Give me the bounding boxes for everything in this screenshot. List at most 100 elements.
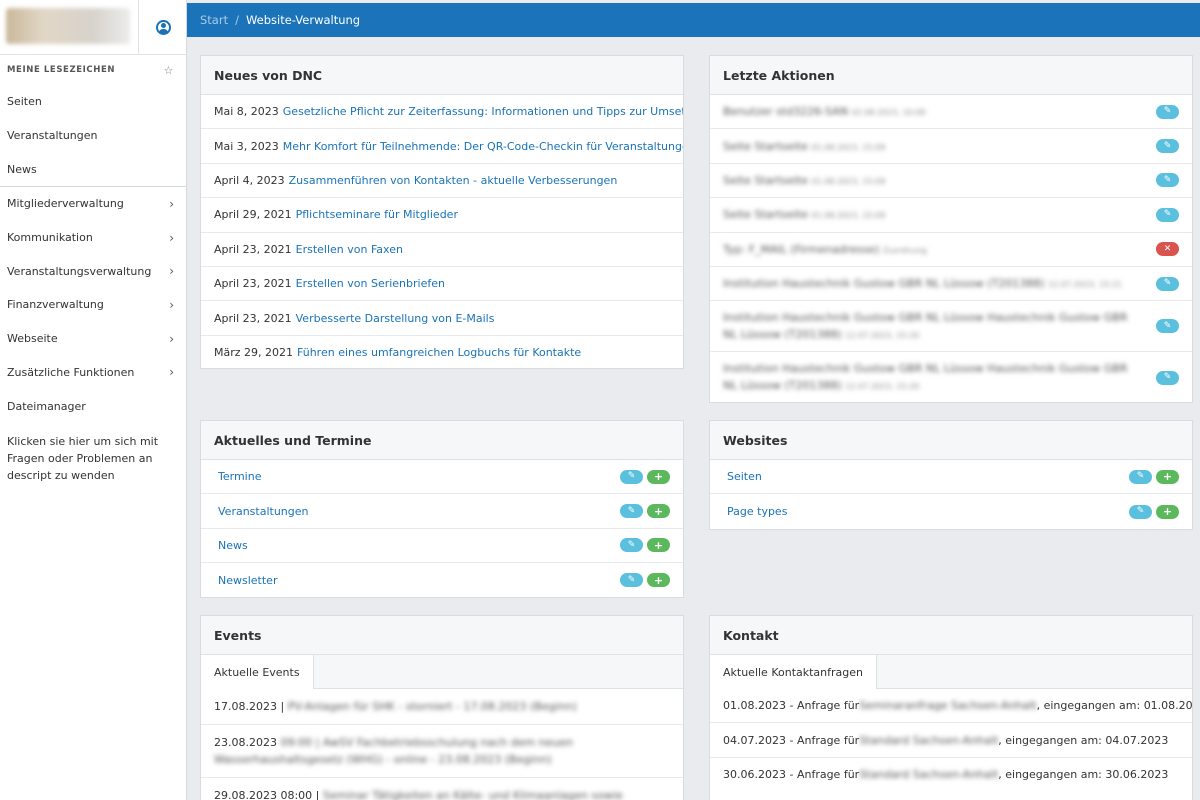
sidebar-item-zusaetzliche-funktionen[interactable]: Zusätzliche Funktionen ›	[0, 356, 186, 390]
tab-aktuelle-kontaktanfragen[interactable]: Aktuelle Kontaktanfragen	[710, 655, 877, 689]
plus-icon[interactable]: +	[647, 538, 670, 553]
action-text: Seite Startseite 01.08.2023, 15:09	[723, 139, 886, 153]
action-text: Seite Startseite 01.08.2023, 15:09	[723, 173, 886, 187]
news-date: April 29, 2021	[214, 208, 292, 222]
sidebar-divider	[0, 186, 186, 188]
list-item: Newsletter ✎ +	[201, 563, 683, 597]
pencil-icon[interactable]: ✎	[1156, 370, 1179, 385]
news-item: Mai 8, 2023 Gesetzliche Pflicht zur Zeite…	[201, 95, 683, 130]
item-link[interactable]: Veranstaltungen	[218, 504, 309, 518]
sidebar: MEINE LESEZEICHEN ☆ Seiten Veranstaltung…	[0, 0, 187, 800]
bookmark-item-news[interactable]: News	[0, 152, 186, 186]
event-date: 29.08.2023 08:00 |	[214, 789, 323, 800]
news-link[interactable]: Mehr Komfort für Teilnehmende: Der QR-Co…	[282, 139, 683, 153]
pencil-icon[interactable]: ✎	[1156, 207, 1179, 222]
item-link[interactable]: News	[218, 538, 248, 552]
item-link[interactable]: Termine	[218, 470, 262, 484]
request-subject: Standard Sachsen-Anhalt	[859, 768, 999, 782]
event-title[interactable]: 09:00 | AwSV Fachbetriebsschulung nach d…	[214, 736, 574, 766]
list-item: Termine ✎ +	[201, 460, 683, 495]
list-item: Veranstaltungen ✎ +	[201, 494, 683, 529]
news-date: März 29, 2021	[214, 346, 294, 360]
action-item: Typ: F_MAIL (Firmenadresse) Zuordnung ✕	[710, 233, 1192, 267]
action-item: Institution Haustechnik Gustow GBR NL Lü…	[710, 352, 1192, 403]
x-icon[interactable]: ✕	[1156, 242, 1179, 257]
sidebar-item-label: Finanzverwaltung	[7, 298, 104, 312]
sidebar-item-finanzverwaltung[interactable]: Finanzverwaltung ›	[0, 288, 186, 322]
pencil-icon[interactable]: ✎	[1156, 173, 1179, 188]
news-link[interactable]: Zusammenführen von Kontakten - aktuelle …	[288, 173, 618, 187]
panel-title: Aktuelles und Termine	[201, 421, 683, 460]
pencil-icon[interactable]: ✎	[620, 538, 643, 553]
bookmark-item-seiten[interactable]: Seiten	[0, 85, 186, 119]
pencil-icon[interactable]: ✎	[1156, 319, 1179, 334]
action-text: Benutzer std3226-SAN 02.08.2023, 10:09	[723, 105, 926, 119]
sidebar-item-dateimanager[interactable]: Dateimanager	[0, 389, 186, 423]
action-item: Seite Startseite 01.08.2023, 15:09 ✎	[710, 198, 1192, 233]
action-item: Seite Startseite 01.08.2023, 15:09 ✎	[710, 129, 1192, 164]
news-item: Mai 3, 2023 Mehr Komfort für Teilnehmende…	[201, 129, 683, 164]
panel-title: Kontakt	[710, 616, 1192, 655]
event-title[interactable]: Seminar Tätigkeiten an Kälte- und Klimaa…	[322, 789, 623, 800]
websites-panel: Websites Seiten ✎ + Page types ✎ +	[709, 420, 1193, 530]
sidebar-item-veranstaltungsverwaltung[interactable]: Veranstaltungsverwaltung ›	[0, 254, 186, 288]
contact-request-item[interactable]: 30.06.2023 - Anfrage für Standard Sachse…	[710, 758, 1192, 792]
sidebar-item-label: Webseite	[7, 332, 58, 346]
panel-title: Neues von DNC	[201, 56, 683, 95]
item-link[interactable]: Newsletter	[218, 573, 278, 587]
bookmarks-title: MEINE LESEZEICHEN	[7, 65, 116, 75]
brand-logo[interactable]	[6, 8, 130, 44]
user-circle-icon	[155, 20, 171, 35]
plus-icon[interactable]: +	[1156, 469, 1179, 484]
bookmark-label: News	[7, 162, 37, 176]
pencil-icon[interactable]: ✎	[1156, 276, 1179, 291]
plus-icon[interactable]: +	[1156, 504, 1179, 519]
event-item: 17.08.2023 | PV-Anlagen für SHK - storni…	[201, 689, 683, 725]
sidebar-item-label: Veranstaltungsverwaltung	[7, 264, 152, 278]
item-link[interactable]: Page types	[727, 505, 788, 519]
help-link[interactable]: Klicken sie hier um sich mit Fragen oder…	[7, 434, 159, 482]
list-item: Seiten ✎ +	[710, 460, 1192, 495]
bookmark-item-veranstaltungen[interactable]: Veranstaltungen	[0, 119, 186, 153]
sidebar-header	[0, 0, 186, 55]
plus-icon[interactable]: +	[647, 469, 670, 484]
request-subject: Standard Sachsen-Anhalt	[859, 733, 999, 747]
plus-icon[interactable]: +	[647, 504, 670, 519]
news-link[interactable]: Gesetzliche Pflicht zur Zeiterfassung: I…	[282, 105, 683, 119]
sidebar-item-kommunikation[interactable]: Kommunikation ›	[0, 221, 186, 255]
contact-request-item[interactable]: 04.07.2023 - Anfrage für Standard Sachse…	[710, 723, 1192, 758]
news-link[interactable]: Führen eines umfangreichen Logbuchs für …	[297, 346, 582, 360]
user-menu-button[interactable]	[138, 0, 187, 55]
pencil-icon[interactable]: ✎	[620, 469, 643, 484]
sidebar-item-mitgliederverwaltung[interactable]: Mitgliederverwaltung ›	[0, 187, 186, 221]
contact-request-item[interactable]: 01.08.2023 - Anfrage für Seminaranfrage …	[710, 689, 1192, 724]
pencil-icon[interactable]: ✎	[1129, 504, 1152, 519]
breadcrumb-start-link[interactable]: Start	[200, 13, 229, 27]
star-icon[interactable]: ☆	[163, 63, 174, 77]
news-item: April 23, 2021 Verbesserte Darstellung vo…	[201, 301, 683, 336]
action-text: Institution Haustechnik Gustow GBR NL Lü…	[723, 310, 1128, 341]
pencil-icon[interactable]: ✎	[1156, 104, 1179, 119]
tab-aktuelle-events[interactable]: Aktuelle Events	[201, 655, 314, 689]
event-title[interactable]: PV-Anlagen für SHK - storniert - 17.08.2…	[287, 700, 577, 713]
news-link[interactable]: Pflichtseminare für Mitglieder	[295, 208, 458, 222]
news-link[interactable]: Verbesserte Darstellung von E-Mails	[295, 311, 495, 325]
request-suffix: , eingegangen am: 01.08.2023	[1036, 699, 1192, 713]
request-subject: Seminaranfrage Sachsen-Anhalt	[859, 699, 1037, 713]
news-link[interactable]: Erstellen von Faxen	[295, 242, 403, 256]
item-link[interactable]: Seiten	[727, 470, 762, 484]
panel-title: Websites	[710, 421, 1192, 460]
pencil-icon[interactable]: ✎	[620, 504, 643, 519]
pencil-icon[interactable]: ✎	[620, 573, 643, 588]
pencil-icon[interactable]: ✎	[1129, 469, 1152, 484]
news-link[interactable]: Erstellen von Serienbriefen	[295, 277, 445, 291]
list-item: Page types ✎ +	[710, 494, 1192, 528]
sidebar-item-webseite[interactable]: Webseite ›	[0, 322, 186, 356]
breadcrumb-separator: /	[235, 13, 239, 27]
events-panel: Events Aktuelle Events 17.08.2023 | PV-A…	[200, 615, 684, 800]
action-text: Institution Haustechnik Gustow GBR NL Lü…	[723, 362, 1128, 393]
pencil-icon[interactable]: ✎	[1156, 139, 1179, 154]
event-item: 29.08.2023 08:00 | Seminar Tätigkeiten a…	[201, 778, 683, 800]
plus-icon[interactable]: +	[647, 573, 670, 588]
kontakt-panel: Kontakt Aktuelle Kontaktanfragen 01.08.2…	[709, 615, 1193, 800]
